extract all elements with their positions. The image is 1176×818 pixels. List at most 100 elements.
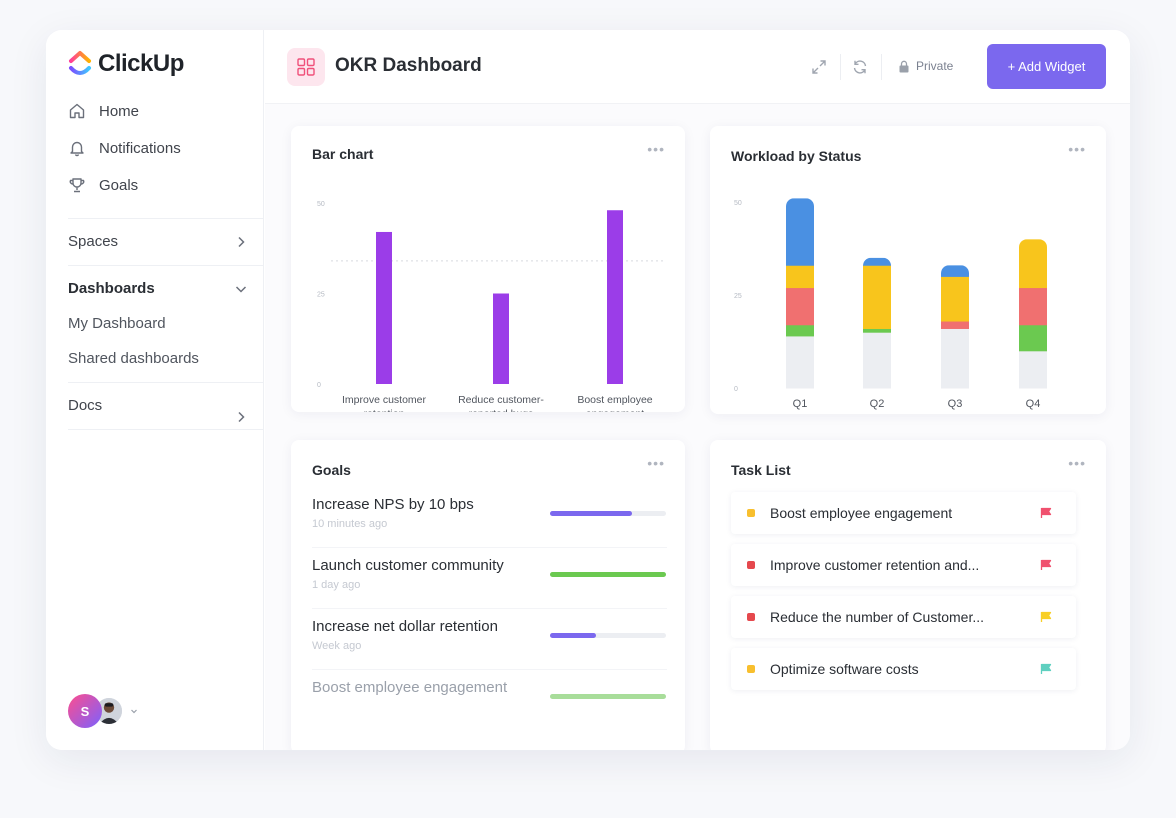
task-status-icon[interactable]	[747, 509, 755, 517]
bar[interactable]	[376, 231, 392, 384]
x-tick-label: Reduce customer-	[458, 394, 544, 406]
bar-segment	[786, 324, 814, 337]
more-options-icon[interactable]: •••	[1068, 141, 1086, 157]
sidebar-section-docs[interactable]: Docs	[68, 397, 248, 414]
goal-row[interactable]: Increase NPS by 10 bps 10 minutes ago	[312, 496, 667, 530]
spaces-label: Spaces	[68, 233, 119, 250]
goal-name: Boost employee engagement	[312, 679, 508, 696]
sidebar-section-spaces[interactable]: Spaces	[68, 233, 248, 250]
task-row[interactable]: Optimize software costs	[731, 648, 1076, 690]
goal-progress-fill	[550, 633, 597, 638]
nav-goals[interactable]: Goals	[68, 176, 138, 194]
page-title: OKR Dashboard	[335, 55, 482, 76]
x-tick-label: Boost employee	[577, 394, 652, 406]
stacked-bar[interactable]	[863, 257, 891, 389]
bar-segment	[863, 328, 891, 333]
stacked-bar[interactable]	[786, 198, 814, 389]
stacked-bar[interactable]	[941, 265, 969, 389]
goal-progress-bar	[550, 572, 666, 577]
logo[interactable]: ClickUp	[68, 50, 184, 78]
bar-segment	[941, 321, 969, 329]
chevron-down-icon	[235, 285, 247, 293]
goal-progress-bar	[550, 694, 666, 699]
sidebar-divider	[68, 218, 264, 219]
priority-flag-icon[interactable]	[1040, 507, 1052, 519]
expand-icon[interactable]	[810, 58, 828, 76]
nav-home[interactable]: Home	[68, 102, 139, 120]
sidebar-section-dashboards[interactable]: Dashboards	[68, 280, 248, 297]
y-tick-label: 0	[317, 382, 321, 389]
task-status-icon[interactable]	[747, 561, 755, 569]
more-options-icon[interactable]: •••	[647, 141, 665, 157]
goals-card: Goals ••• Increase NPS by 10 bps 10 minut…	[291, 440, 685, 750]
priority-flag-icon[interactable]	[1040, 611, 1052, 623]
bar-segment	[786, 198, 814, 266]
task-row[interactable]: Reduce the number of Customer...	[731, 596, 1076, 638]
bar[interactable]	[607, 210, 623, 384]
bar-segment	[941, 328, 969, 389]
sidebar-divider	[68, 265, 264, 266]
bar-segment	[786, 335, 814, 389]
sidebar-item-my-dashboard[interactable]: My Dashboard	[68, 315, 166, 332]
bar-segment	[863, 265, 891, 329]
header: OKR Dashboard Private + Add Widget	[265, 30, 1130, 104]
caret-down-icon	[131, 709, 137, 714]
sidebar-item-shared-dashboards[interactable]: Shared dashboards	[68, 350, 199, 367]
add-widget-button[interactable]: + Add Widget	[987, 44, 1106, 89]
lock-icon	[899, 60, 909, 72]
y-tick-label: 50	[734, 200, 742, 207]
bar[interactable]	[493, 293, 509, 385]
goal-row[interactable]: Launch customer community 1 day ago	[312, 557, 667, 591]
goal-progress-fill	[550, 694, 666, 699]
x-tick-label: Q2	[870, 398, 885, 410]
card-title: Workload by Status	[731, 148, 862, 164]
card-title: Task List	[731, 462, 791, 478]
app-window: ClickUp Home Notifications Goals Spaces …	[46, 30, 1130, 750]
task-name: Optimize software costs	[770, 661, 919, 677]
goal-divider	[312, 608, 667, 609]
more-options-icon[interactable]: •••	[647, 455, 665, 471]
nav-notifications[interactable]: Notifications	[68, 139, 181, 157]
y-tick-label: 25	[734, 293, 742, 300]
bar-chart: 0 25 50 Improve customer retention Reduce cus…	[317, 201, 665, 412]
refresh-icon[interactable]	[851, 58, 869, 76]
bar-chart-card: Bar chart ••• 0 25 50 Improve customer reten…	[291, 126, 685, 412]
avatar-photo	[94, 696, 124, 726]
x-tick-label: engagement	[586, 408, 644, 412]
task-status-icon[interactable]	[747, 665, 755, 673]
goal-row[interactable]: Increase net dollar retention Week ago	[312, 618, 667, 652]
bell-icon	[70, 141, 84, 157]
goal-timestamp: Week ago	[312, 640, 362, 652]
person-icon	[96, 698, 122, 724]
task-row[interactable]: Boost employee engagement	[731, 492, 1076, 534]
x-tick-label: Q4	[1026, 398, 1041, 410]
goal-progress-bar	[550, 511, 666, 516]
bar-segment	[1019, 350, 1047, 389]
x-tick-label: Q3	[948, 398, 963, 410]
x-tick-label: Q1	[793, 398, 808, 410]
stacked-bar[interactable]	[1019, 239, 1047, 389]
task-name: Improve customer retention and...	[770, 557, 980, 573]
card-title: Goals	[312, 462, 351, 478]
goal-divider	[312, 669, 667, 670]
bar-segment	[1019, 239, 1047, 289]
priority-flag-icon[interactable]	[1040, 559, 1052, 571]
more-options-icon[interactable]: •••	[1068, 455, 1086, 471]
dashboards-label: Dashboards	[68, 280, 155, 297]
task-row[interactable]: Improve customer retention and...	[731, 544, 1076, 586]
x-tick-label: Improve customer	[342, 394, 427, 406]
avatar: S	[68, 694, 102, 728]
clickup-logo-icon	[69, 51, 91, 75]
bar-segment	[786, 265, 814, 289]
chevron-right-icon[interactable]	[234, 410, 248, 424]
priority-flag-icon[interactable]	[1040, 663, 1052, 675]
task-status-icon[interactable]	[747, 613, 755, 621]
user-menu[interactable]: S	[68, 694, 138, 728]
bar-segment	[786, 287, 814, 326]
bar-segment	[1019, 324, 1047, 352]
goal-row[interactable]: Boost employee engagement	[312, 679, 667, 699]
privacy-toggle[interactable]: Private	[898, 59, 953, 73]
trophy-icon	[69, 178, 85, 193]
bar-segment	[941, 265, 969, 277]
logo-text: ClickUp	[98, 50, 184, 77]
